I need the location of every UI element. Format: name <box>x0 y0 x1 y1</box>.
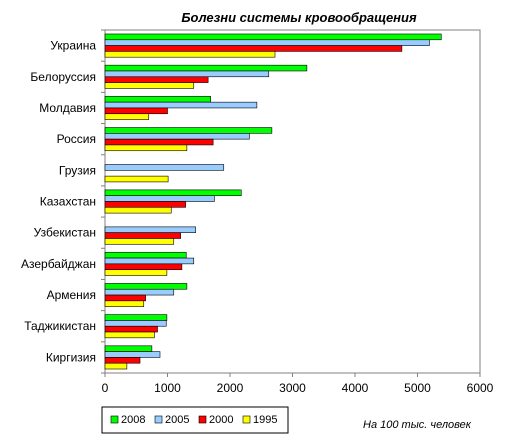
bar-2000-4 <box>104 138 214 146</box>
bar-2008-4 <box>104 127 273 134</box>
bar-2005-10 <box>104 320 167 327</box>
bar-1995-7 <box>104 238 175 245</box>
bar-2008-3 <box>104 96 211 103</box>
bar-1995-5 <box>104 175 169 183</box>
bar-2000-8 <box>104 263 183 270</box>
legend-label-1995: 1995 <box>253 414 277 426</box>
chart-title: Болезни системы кровообращения <box>181 10 417 25</box>
x-tick-label: 5000 <box>404 381 431 395</box>
bar-1995-8 <box>104 269 168 276</box>
bar-2005-6 <box>104 195 215 202</box>
category-label: Белоруссия <box>30 70 96 84</box>
bar-1995-3 <box>104 113 150 120</box>
category-label: Азербайджан <box>21 257 96 271</box>
bar-2008-9 <box>104 283 188 290</box>
category-label: Казахстан <box>40 195 96 209</box>
legend-label-2008: 2008 <box>121 414 145 426</box>
legend-label-2000: 2000 <box>209 414 233 426</box>
x-tick-label: 6000 <box>467 381 494 395</box>
bar-2000-6 <box>104 201 186 208</box>
bar-1995-11 <box>104 362 128 370</box>
bar-2005-7 <box>104 226 196 233</box>
bar-2005-9 <box>104 288 175 296</box>
category-label: Грузия <box>59 163 96 177</box>
category-label: Таджикистан <box>24 319 96 333</box>
bar-2005-4 <box>104 133 250 140</box>
bar-2008-10 <box>104 314 168 321</box>
category-label: Узбекистан <box>34 226 96 240</box>
bar-2008-6 <box>104 189 242 196</box>
bar-2005-11 <box>104 351 161 358</box>
category-label: Украина <box>50 39 96 53</box>
bar-2008-11 <box>104 345 153 352</box>
bar-2000-3 <box>104 107 168 115</box>
axis-layer: Украина Белоруссия Молдавия Россия Грузия Каз… <box>21 29 494 395</box>
x-tick-label: 1000 <box>154 381 181 395</box>
legend-swatch-1995 <box>242 415 251 424</box>
x-tick-label: 4000 <box>342 381 369 395</box>
bar-2000-11 <box>104 357 141 364</box>
bar-2005-8 <box>104 257 195 265</box>
chart-note: На 100 тыс. человек <box>363 419 472 431</box>
legend-swatch-2000 <box>198 415 207 424</box>
category-label: Молдавия <box>39 101 96 115</box>
bars-layer <box>104 33 442 370</box>
x-tick-label: 0 <box>102 381 109 395</box>
category-label: Киргизия <box>46 350 96 364</box>
bar-1995-10 <box>104 331 155 339</box>
legend: 2008 2005 2000 1995 <box>101 406 289 434</box>
bar-2008-2 <box>104 64 308 72</box>
bar-2000-7 <box>104 232 181 239</box>
legend-box <box>101 406 289 434</box>
bar-2005-1 <box>104 39 430 46</box>
legend-swatch-2008 <box>110 415 119 424</box>
bar-2008-1 <box>104 33 442 41</box>
bar-1995-1 <box>104 51 276 58</box>
bar-1995-4 <box>104 144 188 152</box>
legend-swatch-2005 <box>154 415 163 424</box>
bar-2005-2 <box>104 70 270 78</box>
legend-label-2005: 2005 <box>165 414 189 426</box>
x-tick-label: 2000 <box>217 381 244 395</box>
bar-2000-1 <box>104 45 403 52</box>
bar-2000-10 <box>104 325 158 333</box>
category-label: Армения <box>47 288 96 302</box>
bar-1995-2 <box>104 82 195 89</box>
bar-1995-6 <box>104 207 172 214</box>
bar-2005-3 <box>104 101 258 109</box>
bar-2005-5 <box>104 164 225 171</box>
bar-2008-8 <box>104 251 187 259</box>
x-tick-label: 3000 <box>279 381 306 395</box>
bar-1995-9 <box>104 300 145 307</box>
bar-2000-2 <box>104 76 209 83</box>
category-label: Россия <box>57 132 96 146</box>
bar-2000-9 <box>104 294 146 302</box>
